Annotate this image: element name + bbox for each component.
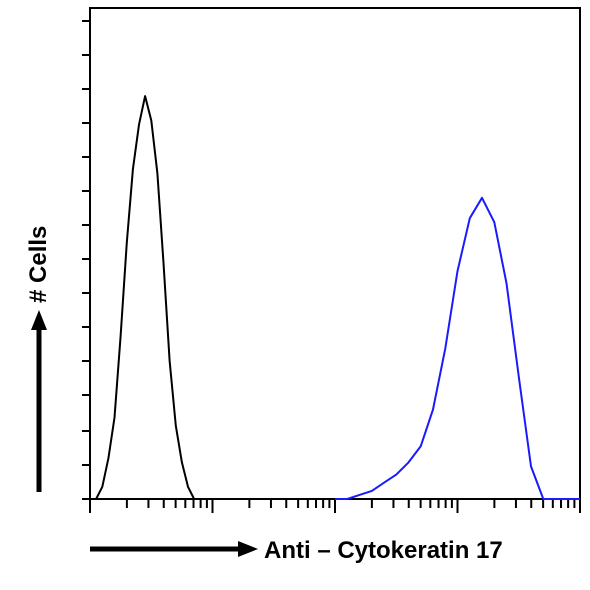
y-axis-arrowhead [31,310,47,330]
histogram-series-2 [335,196,580,500]
x-axis-label: Anti – Cytokeratin 17 [264,537,503,564]
plot-area [82,7,581,513]
x-axis-arrowhead [238,541,258,557]
y-axis-label: # Cells [25,226,52,303]
histogram-series-1 [90,95,213,500]
